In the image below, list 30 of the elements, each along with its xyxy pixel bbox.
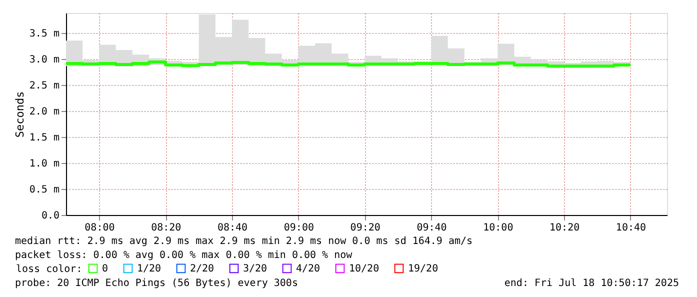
x-tick-label: 09:20 (350, 222, 380, 234)
y-tick-label: 2.0 m (29, 106, 60, 118)
text: median rtt: 2.9 ms avg 2.9 ms max 2.9 ms min 2.9 ms now 0.0 ms sd 164.9 am/s (15, 236, 473, 247)
legend-label: 1/20 (137, 263, 162, 274)
y-tick-label: 0.5 m (29, 184, 60, 196)
y-axis-title: Seconds (13, 91, 26, 138)
legend-label: 10/20 (349, 263, 380, 274)
y-tick-label: 3.0 m (29, 54, 60, 66)
x-tick-label: 10:00 (483, 222, 514, 234)
text: end: Fri Jul 18 10:50:17 2025 (504, 278, 679, 289)
x-tick-label: 08:40 (217, 222, 248, 234)
text: probe: 20 ICMP Echo Pings (56 Bytes) every 300s (15, 278, 298, 289)
legend-label: 19/20 (408, 263, 438, 274)
legend-label: 3/20 (243, 263, 268, 274)
x-tick-label: 10:20 (550, 222, 580, 234)
x-tick-label: 09:00 (284, 222, 314, 234)
legend-label: 0 (102, 263, 108, 274)
x-tick-label: 09:40 (416, 222, 447, 234)
y-tick-label: 2.5 m (29, 80, 60, 92)
y-tick-label: 3.5 m (29, 28, 60, 40)
legend-title: loss color: (16, 264, 82, 275)
y-tick-label: 1.0 m (29, 158, 60, 170)
legend-label: 4/20 (296, 263, 320, 274)
y-tick-label: 0.0 (41, 210, 60, 222)
y-tick-label: 1.5 m (29, 132, 60, 144)
text: packet loss: 0.00 % avg 0.00 % max 0.00 % min 0.00 % now (15, 250, 354, 261)
x-tick-label: 10:40 (616, 222, 646, 234)
x-tick-label: 08:20 (151, 222, 182, 234)
legend-label: 2/20 (190, 263, 214, 274)
x-tick-label: 08:00 (84, 222, 115, 234)
